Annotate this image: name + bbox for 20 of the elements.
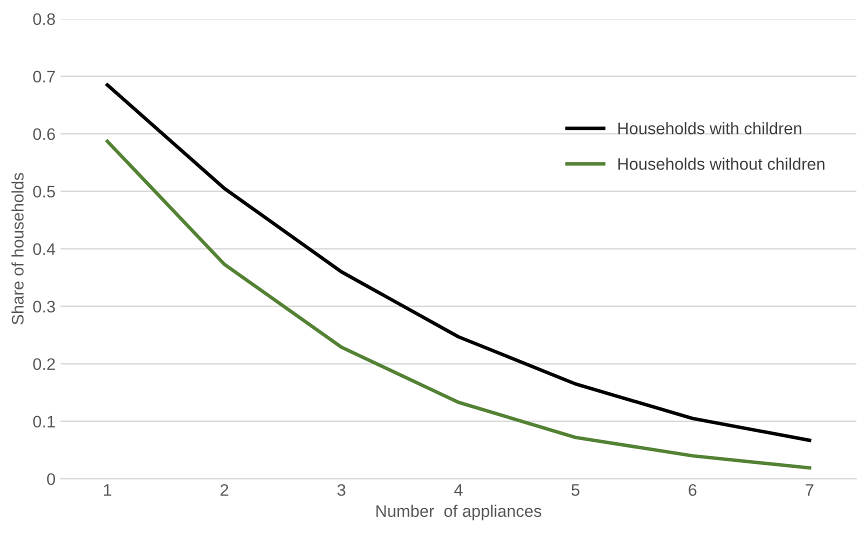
y-tick-label: 0.7 <box>33 70 55 83</box>
x-tick-label: 6 <box>688 484 696 496</box>
y-tick-label: 0 <box>47 473 56 486</box>
y-tick-label: 0.1 <box>33 416 55 428</box>
y-tick-label: 0.5 <box>33 186 55 198</box>
y-tick-label: 0.8 <box>33 13 55 26</box>
x-tick-label: 2 <box>220 484 228 496</box>
x-tick-label: 4 <box>454 484 463 496</box>
x-tick-label: 3 <box>337 484 346 496</box>
legend-label: Households without children <box>618 158 824 170</box>
y-tick-label: 0.4 <box>33 243 56 256</box>
y-tick-label: 0.6 <box>33 128 55 140</box>
y-axis-title: Share of households <box>11 172 24 325</box>
x-tick-label: 7 <box>806 484 814 496</box>
x-tick-label: 5 <box>572 484 580 496</box>
x-axis-title: Number of appliances <box>376 504 542 520</box>
legend-label: Households with children <box>618 122 802 134</box>
x-tick-label: 1 <box>104 484 112 496</box>
y-tick-label: 0.2 <box>33 358 55 370</box>
y-tick-label: 0.3 <box>33 300 55 313</box>
